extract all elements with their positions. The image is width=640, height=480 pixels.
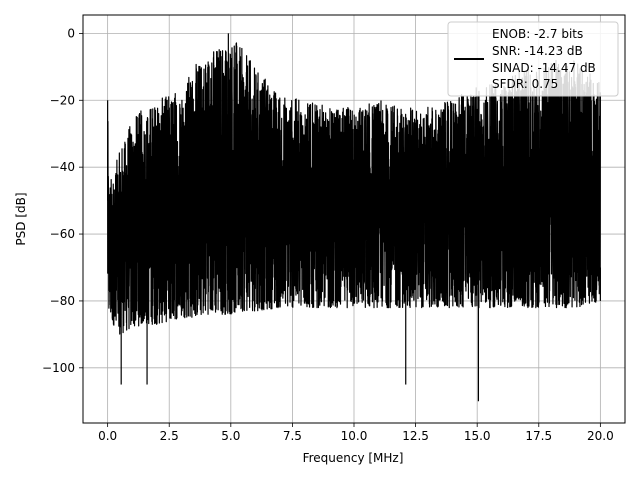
y-tick-label: −80 xyxy=(50,294,75,308)
legend-snr: SNR: -14.23 dB xyxy=(492,44,583,58)
x-tick-label: 20.0 xyxy=(587,429,614,443)
psd-line xyxy=(107,42,601,335)
x-tick-label: 12.5 xyxy=(402,429,429,443)
y-tick-label: −60 xyxy=(50,227,75,241)
x-axis-ticks: 0.0 2.5 5.0 7.5 10.0 12.5 15.0 17.5 20.0 xyxy=(98,423,614,443)
y-axis-ticks: 0 −20 −40 −60 −80 −100 xyxy=(42,26,83,375)
legend-sinad: SINAD: -14.47 dB xyxy=(492,61,596,75)
legend-sfdr: SFDR: 0.75 xyxy=(492,77,558,91)
x-tick-label: 10.0 xyxy=(341,429,368,443)
x-tick-label: 2.5 xyxy=(160,429,179,443)
y-tick-label: −20 xyxy=(50,93,75,107)
legend-enob: ENOB: -2.7 bits xyxy=(492,27,583,41)
x-tick-label: 15.0 xyxy=(464,429,491,443)
x-axis-label: Frequency [MHz] xyxy=(303,451,404,465)
y-tick-label: −40 xyxy=(50,160,75,174)
y-tick-label: 0 xyxy=(67,26,75,40)
legend-box xyxy=(447,21,619,97)
y-tick-label: −100 xyxy=(42,361,75,375)
x-tick-label: 17.5 xyxy=(525,429,552,443)
y-axis-label: PSD [dB] xyxy=(14,192,28,245)
x-tick-label: 0.0 xyxy=(98,429,117,443)
legend: ENOB: -2.7 bits SNR: -14.23 dB SINAD: -1… xyxy=(447,21,619,97)
x-tick-label: 7.5 xyxy=(283,429,302,443)
psd-series xyxy=(107,33,601,402)
x-tick-label: 5.0 xyxy=(221,429,240,443)
